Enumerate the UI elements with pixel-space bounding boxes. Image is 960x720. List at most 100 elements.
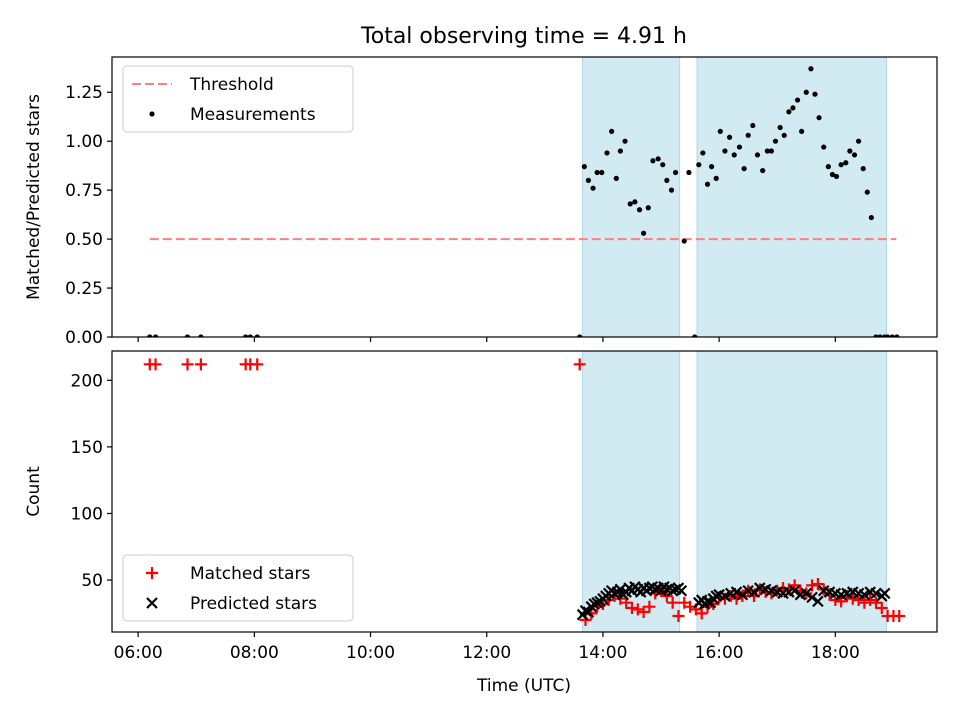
top-series-0-point-58	[812, 91, 818, 97]
top-series-0-point-24	[655, 156, 661, 162]
top-series-0-point-46	[760, 167, 766, 174]
top-ytick-label-5: 1.25	[65, 83, 103, 103]
top-series-0-point-13	[604, 150, 610, 156]
top-series-0-point-49	[772, 138, 779, 144]
bottom-series-1-point-46	[736, 588, 749, 601]
bottom-legend-label-1: Predicted stars	[190, 594, 317, 614]
top-ytick-label-3: 0.75	[65, 181, 103, 201]
top-plot-area	[147, 57, 900, 337]
top-series-0	[147, 66, 900, 337]
top-series-0-point-75	[885, 334, 891, 337]
bottom-series-0-point-28	[695, 607, 708, 620]
top-series-0-point-50	[777, 124, 783, 131]
bottom-series-1-point-2	[582, 606, 595, 618]
bottom-series-0-point-62	[893, 610, 906, 623]
top-series-0-point-5	[247, 334, 253, 337]
top-series-0-point-3	[198, 334, 204, 337]
top-series-0-point-6	[254, 334, 260, 337]
top-series-0-point-20	[636, 207, 643, 213]
bottom-series-0-point-51	[829, 594, 842, 607]
top-series-0-point-1	[152, 334, 159, 337]
bottom-series-1-point-11	[608, 587, 621, 600]
top-series-0-point-0	[147, 334, 153, 337]
bottom-series-0-point-24	[672, 610, 685, 623]
top-ytick-label-4: 1.00	[65, 132, 103, 152]
top-series-0-point-40	[731, 152, 737, 158]
bottom-series-1-point-1	[579, 604, 592, 617]
bottom-xtick-label-2: 10:00	[346, 643, 395, 663]
bottom-legend-label-0: Matched stars	[190, 564, 310, 584]
top-series-0-point-7	[577, 334, 583, 337]
top-series-0-point-15	[613, 175, 619, 181]
top-legend-label-0: Threshold	[189, 75, 274, 95]
top-legend-swatch-1	[149, 111, 155, 117]
top-series-0-point-56	[803, 89, 809, 95]
top-series-0-point-8	[581, 164, 587, 170]
top-series-0-point-69	[860, 166, 866, 172]
bottom-series-0-point-2	[181, 358, 194, 371]
bottom-series-1-point-48	[748, 586, 760, 598]
top-series-0-point-12	[599, 169, 605, 176]
top-series-0-point-59	[816, 115, 822, 121]
x-axis-label: Time (UTC)	[476, 676, 571, 696]
bottom-legend-swatch-1	[146, 597, 158, 609]
top-series-0-point-31	[692, 334, 698, 337]
bottom-xtick-label-1: 08:00	[230, 643, 279, 663]
top-series-0-point-52	[786, 109, 792, 115]
bottom-series-0-point-23	[666, 596, 679, 609]
bottom-legend: Matched stars Predicted stars	[122, 554, 354, 622]
bottom-series-1-point-58	[806, 591, 818, 604]
top-legend-label-1: Measurements	[190, 105, 316, 125]
bottom-axes-frame	[111, 350, 938, 633]
top-series-0-point-39	[726, 134, 733, 140]
bottom-series-0-point-18	[637, 606, 650, 619]
bottom-series-0-point-17	[631, 603, 644, 616]
top-legend: Threshold Measurements	[122, 65, 354, 133]
bottom-series-1-point-38	[701, 595, 714, 608]
top-series-0-point-17	[622, 138, 628, 144]
top-series-0-point-64	[838, 162, 844, 168]
top-series-0-point-35	[708, 164, 715, 170]
top-series-0-point-28	[672, 169, 679, 176]
bottom-series-0-point-56	[858, 596, 871, 609]
bottom-series-1-point-69	[870, 587, 882, 600]
top-series-0-point-36	[713, 175, 719, 181]
top-series-0-point-30	[686, 169, 692, 176]
top-series-0-point-16	[617, 148, 623, 154]
top-legend-box	[122, 65, 354, 133]
top-series-0-point-23	[650, 158, 656, 164]
bottom-series-1-point-4	[588, 598, 600, 610]
top-series-0-point-76	[889, 334, 895, 337]
top-series-0-point-4	[243, 334, 249, 337]
top-series-0-point-10	[590, 185, 596, 191]
bottom-xtick-label-4: 14:00	[578, 643, 627, 663]
bottom-plot-area	[143, 351, 906, 632]
top-series-0-point-70	[864, 189, 870, 195]
top-series-0-point-51	[781, 132, 787, 138]
bottom-series-0-point-34	[730, 592, 743, 605]
bottom-series-0-point-19	[643, 600, 656, 613]
bottom-series-0-point-54	[846, 592, 859, 605]
top-series-0-point-18	[627, 201, 633, 207]
bottom-ytick-label-0: 50	[81, 571, 103, 591]
top-series-0-point-43	[745, 132, 751, 138]
panel-top: 0.00 0.25 0.50 0.75 1.00 1.25 Matched/Predicte…	[24, 56, 938, 348]
bottom-series-1-point-5	[591, 596, 603, 609]
bottom-series-1-point-31	[666, 584, 679, 597]
top-series-0-point-63	[833, 173, 840, 180]
top-shaded-interval-0	[582, 57, 681, 337]
top-series-0-point-22	[645, 205, 651, 211]
top-series-0-point-19	[632, 199, 638, 205]
panel-bottom: 50 100 150 200 06:00 08:00 10:00 12:00 14:00 16:0…	[24, 350, 938, 663]
bottom-ytick-label-3: 200	[71, 371, 103, 391]
top-series-0-point-73	[877, 334, 883, 337]
bottom-series-0-point-3	[194, 358, 207, 371]
bottom-series-0-point-7	[573, 358, 586, 371]
bottom-legend-swatch-0	[146, 567, 158, 579]
top-series-0-point-66	[847, 148, 853, 154]
top-series-0-point-60	[821, 144, 827, 150]
top-y-axis-label: Matched/Predicted stars	[24, 94, 44, 300]
top-series-0-point-9	[585, 177, 592, 183]
top-series-0-point-29	[681, 238, 687, 244]
